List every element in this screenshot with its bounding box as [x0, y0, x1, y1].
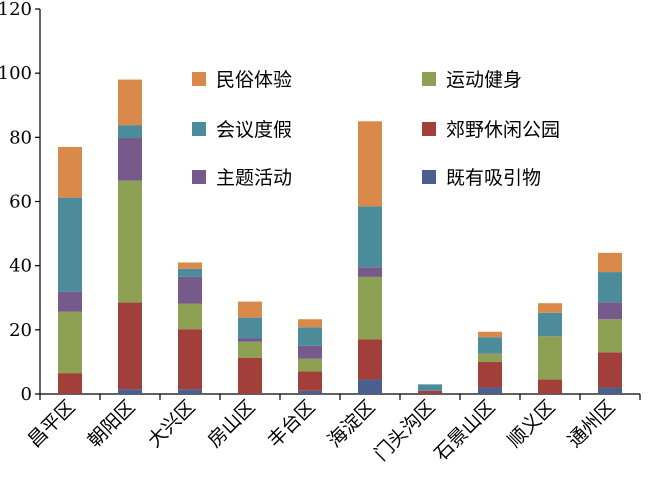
- y-tick-label: 80: [9, 127, 32, 148]
- legend-swatch: [422, 122, 436, 136]
- bar-segment: [298, 371, 322, 391]
- bar-segment: [58, 311, 82, 374]
- bar-segment: [478, 353, 502, 362]
- bar-segment: [358, 276, 382, 340]
- x-category-label: 朝阳区: [84, 396, 140, 452]
- bar-segment: [298, 358, 322, 372]
- bar-segment: [178, 389, 202, 394]
- legend-label: 郊野休闲公园: [446, 119, 560, 141]
- bar-segment: [358, 206, 382, 268]
- bar-segment: [58, 373, 82, 394]
- x-category-label: 石景山区: [430, 396, 499, 465]
- x-category-label: 昌平区: [24, 396, 80, 452]
- bar-segment: [178, 268, 202, 277]
- bar-segment: [238, 357, 262, 394]
- bar-segment: [58, 197, 82, 292]
- bar-segment: [358, 339, 382, 380]
- bar-segment: [298, 319, 322, 328]
- bar-segment: [478, 353, 502, 354]
- x-category-label: 丰台区: [264, 396, 320, 452]
- bar-segment: [178, 276, 202, 304]
- bar-segment: [178, 329, 202, 390]
- bar-segment: [298, 345, 322, 359]
- legend-swatch: [192, 170, 206, 184]
- y-tick-label: 100: [0, 63, 32, 84]
- bar-segment: [478, 331, 502, 338]
- legend-swatch: [192, 122, 206, 136]
- bar-segment: [238, 338, 262, 342]
- axes: 0 20 40 60 80 100 120 昌平区 朝阳区 大兴区 房山区 丰台区 海淀区门头沟区石景山…: [0, 0, 641, 465]
- bar-segment: [538, 336, 562, 380]
- legend-label: 民俗体验: [216, 69, 292, 91]
- bar-segment: [598, 272, 622, 303]
- legend-label: 会议度假: [216, 119, 292, 141]
- bar-segment: [298, 390, 322, 394]
- legend-label: 主题活动: [216, 167, 292, 189]
- y-tick-label: 60: [9, 192, 32, 213]
- legend-swatch: [422, 72, 436, 86]
- bar-segment: [478, 361, 502, 388]
- y-tick-label: 0: [21, 384, 32, 405]
- bar-segment: [238, 301, 262, 318]
- bar-segment: [538, 312, 562, 337]
- y-tick-label: 20: [9, 320, 32, 341]
- legend-swatch: [192, 72, 206, 86]
- bar-segment: [178, 262, 202, 269]
- bars: [58, 79, 622, 394]
- bar-segment: [298, 327, 322, 346]
- bar-segment: [118, 79, 142, 126]
- bar-segment: [238, 341, 262, 358]
- bar-segment: [598, 387, 622, 394]
- bar-segment: [118, 180, 142, 303]
- bar-segment: [598, 352, 622, 388]
- legend-swatch: [422, 170, 436, 184]
- y-tick-label: 120: [0, 0, 32, 20]
- bar-segment: [178, 303, 202, 330]
- bar-segment: [238, 317, 262, 339]
- bar-segment: [58, 291, 82, 312]
- bar-segment: [598, 319, 622, 353]
- bar-segment: [478, 387, 502, 394]
- bar-segment: [538, 379, 562, 394]
- bar-segment: [538, 303, 562, 313]
- x-category-label: 门头沟区: [370, 396, 439, 465]
- legend-label: 运动健身: [446, 69, 522, 91]
- bar-segment: [598, 302, 622, 320]
- bar-segment: [478, 337, 502, 354]
- bar-segment: [358, 379, 382, 394]
- bar-segment: [358, 267, 382, 277]
- bar-segment: [118, 125, 142, 138]
- bar-segment: [418, 390, 442, 394]
- legend-label: 既有吸引物: [446, 167, 541, 189]
- x-category-label: 顺义区: [504, 396, 560, 452]
- bar-segment: [58, 146, 82, 198]
- x-category-label: 房山区: [204, 396, 260, 452]
- x-category-label: 通州区: [564, 396, 620, 452]
- x-category-label: 海淀区: [324, 396, 380, 452]
- y-tick-label: 40: [9, 256, 32, 277]
- x-category-label: 大兴区: [144, 396, 200, 452]
- bar-segment: [418, 384, 442, 391]
- bar-segment: [118, 389, 142, 394]
- bar-segment: [598, 252, 622, 273]
- bar-segment: [118, 302, 142, 390]
- bar-segment: [358, 121, 382, 207]
- bar-segment: [118, 137, 142, 181]
